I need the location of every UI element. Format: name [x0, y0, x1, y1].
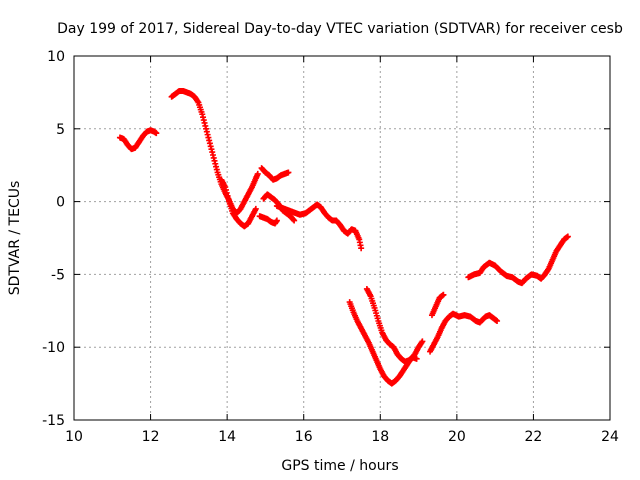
data-point — [273, 217, 280, 224]
data-point — [153, 130, 160, 137]
data-series-track-1 — [116, 127, 160, 153]
tick-layer: 10 12 14 16 18 20 22 24 -15 -10 -5 0 5 10 — [42, 49, 619, 445]
data-series-track-3 — [218, 176, 259, 230]
plot-frame — [73, 55, 611, 421]
y-tick-label: 0 — [56, 195, 65, 211]
data-series-track-4 — [256, 213, 280, 227]
data-point — [564, 233, 571, 240]
data-series-track-10 — [427, 310, 501, 355]
data-point — [419, 338, 426, 345]
chart-title: Day 199 of 2017, Sidereal Day-to-day VTE… — [57, 21, 623, 37]
y-tick-label: -5 — [51, 267, 65, 283]
y-tick-label: -10 — [42, 340, 65, 356]
data-point — [358, 245, 365, 252]
data-point — [252, 205, 259, 212]
x-tick-label: 22 — [525, 429, 543, 445]
y-tick-label: 10 — [47, 49, 65, 65]
data-series-track-9 — [363, 285, 420, 365]
data-series-track-7 — [273, 201, 365, 252]
data-layer — [116, 87, 571, 387]
y-tick-label: -15 — [42, 413, 65, 429]
x-tick-label: 20 — [448, 429, 466, 445]
x-tick-label: 16 — [295, 429, 313, 445]
data-point — [413, 355, 420, 362]
data-series-track-11 — [428, 291, 447, 319]
x-tick-label: 14 — [218, 429, 236, 445]
y-axis-label: SDTVAR / TECUs — [7, 181, 23, 296]
x-tick-label: 12 — [142, 429, 160, 445]
data-point — [285, 169, 292, 176]
data-series-track-8 — [346, 299, 426, 387]
x-tick-label: 10 — [65, 429, 83, 445]
grid-layer — [74, 56, 610, 420]
data-point — [291, 217, 298, 224]
x-tick-label: 18 — [371, 429, 389, 445]
data-point — [254, 170, 261, 177]
data-series-track-12 — [465, 233, 571, 287]
data-point — [440, 291, 447, 298]
y-tick-label: 5 — [56, 122, 65, 138]
data-point — [494, 317, 501, 324]
data-series-track-5 — [258, 165, 292, 183]
x-axis-label: GPS time / hours — [281, 458, 398, 474]
x-tick-label: 24 — [601, 429, 619, 445]
